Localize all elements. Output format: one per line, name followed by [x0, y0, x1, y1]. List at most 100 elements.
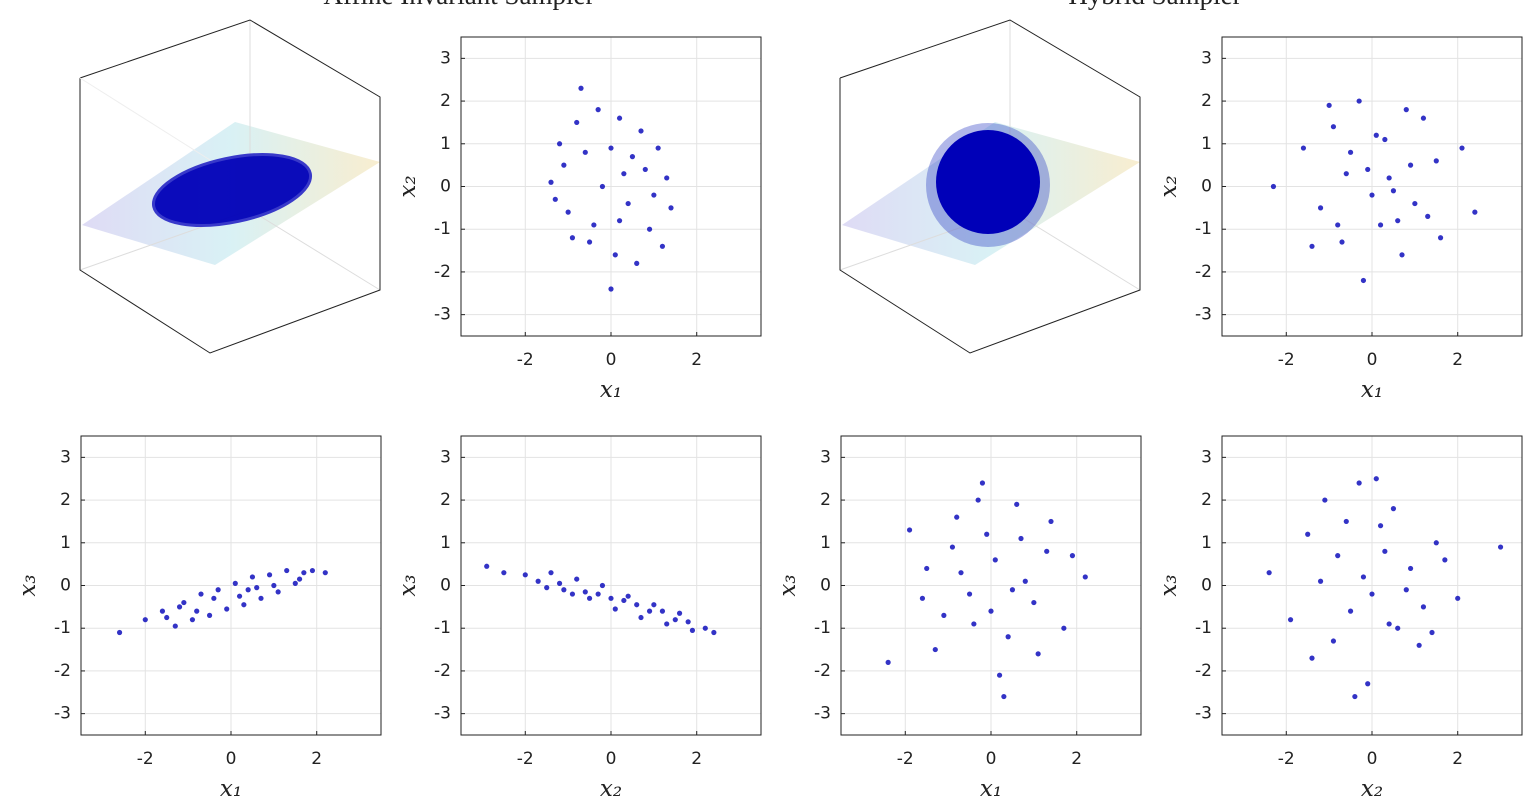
point: [236, 593, 243, 599]
y-tick-label: 3: [1201, 447, 1212, 467]
point: [296, 576, 303, 582]
point: [522, 572, 528, 578]
point: [556, 580, 563, 586]
point: [271, 582, 277, 589]
y-tick-label: -1: [1195, 618, 1212, 638]
point: [1326, 102, 1332, 108]
point: [625, 200, 631, 207]
panel-title: Affine Invariant Sampler: [324, 0, 595, 10]
x-tick-label: 2: [691, 350, 702, 370]
point: [651, 192, 657, 198]
x-tick-label: 2: [1452, 350, 1463, 370]
point: [984, 531, 990, 537]
point: [1018, 535, 1024, 542]
point: [685, 619, 691, 625]
x-tick-label: 0: [1367, 350, 1378, 370]
point: [616, 115, 623, 121]
point: [1407, 565, 1414, 572]
point: [975, 497, 981, 503]
point: [1425, 213, 1431, 219]
point: [1373, 132, 1379, 138]
axes-frame: [460, 36, 762, 337]
y-tick-label: -1: [814, 618, 831, 638]
point: [971, 621, 977, 627]
point: [1399, 252, 1405, 258]
point: [1369, 591, 1375, 597]
x-tick-label: 0: [606, 350, 617, 370]
point: [638, 128, 644, 134]
point: [642, 166, 648, 173]
point: [301, 570, 307, 576]
point: [634, 260, 640, 266]
point: [1335, 553, 1341, 559]
x-axis-label: x₂: [600, 776, 622, 802]
point: [1022, 578, 1028, 584]
point: [646, 608, 653, 614]
y-tick-label: -2: [1195, 262, 1212, 282]
point: [164, 614, 170, 621]
point: [1429, 629, 1435, 636]
x-axis-label: x₁: [1361, 377, 1383, 403]
point: [556, 141, 563, 147]
point: [1416, 642, 1422, 648]
axes-frame: [1221, 435, 1523, 736]
point: [612, 252, 618, 258]
point: [1305, 531, 1311, 537]
point: [1442, 557, 1448, 563]
y-tick-label: -3: [434, 305, 451, 325]
x-axis-label: x₁: [600, 377, 622, 403]
point: [206, 612, 213, 619]
axes: -2 0 2 -3 -2 -1 0 1 2 3 x₁ x₂: [395, 36, 762, 403]
point: [1317, 205, 1324, 211]
y-tick-label: 0: [820, 576, 831, 596]
point: [1082, 574, 1088, 580]
point: [1377, 222, 1384, 228]
y-tick-label: 2: [60, 490, 71, 510]
y-tick-label: 3: [820, 447, 831, 467]
point: [634, 602, 640, 608]
x-tick-label: 0: [986, 749, 997, 769]
surface-3d: [839, 19, 1141, 354]
point: [1005, 634, 1011, 640]
point: [651, 602, 657, 608]
point: [224, 606, 230, 612]
axes-frame: [460, 435, 762, 736]
y-tick-label: -1: [1195, 219, 1212, 239]
point: [885, 659, 891, 665]
point: [621, 597, 627, 604]
point: [1356, 98, 1362, 104]
y-tick-label: 0: [440, 576, 451, 596]
point: [586, 595, 593, 601]
point: [655, 145, 661, 151]
y-tick-label: 3: [440, 48, 451, 68]
y-tick-label: -2: [434, 661, 451, 681]
point: [702, 625, 708, 631]
y-tick-label: 3: [440, 447, 451, 467]
point: [1287, 617, 1294, 623]
y-tick-label: 3: [60, 447, 71, 467]
point: [1365, 681, 1371, 687]
y-tick-label: -3: [1195, 305, 1212, 325]
point: [292, 580, 298, 586]
point: [1069, 553, 1076, 559]
point: [608, 595, 614, 601]
point: [1395, 625, 1401, 631]
point: [211, 595, 217, 601]
y-axis-label: x₂: [1156, 175, 1182, 197]
point: [1343, 171, 1349, 177]
point: [535, 578, 541, 584]
point: [1395, 218, 1401, 224]
point: [1309, 655, 1315, 661]
x-tick-label: -2: [1278, 749, 1295, 769]
point: [664, 621, 670, 627]
x-tick-label: 0: [226, 749, 237, 769]
point: [1360, 574, 1367, 580]
point: [172, 623, 178, 629]
point: [1412, 200, 1418, 207]
axes: -2 0 2 -3 -2 -1 0 1 2 3 x₁ x₂: [1156, 36, 1523, 403]
y-tick-label: -3: [814, 704, 831, 724]
point: [544, 585, 550, 591]
point: [1437, 235, 1444, 241]
y-tick-label: 2: [440, 91, 451, 111]
